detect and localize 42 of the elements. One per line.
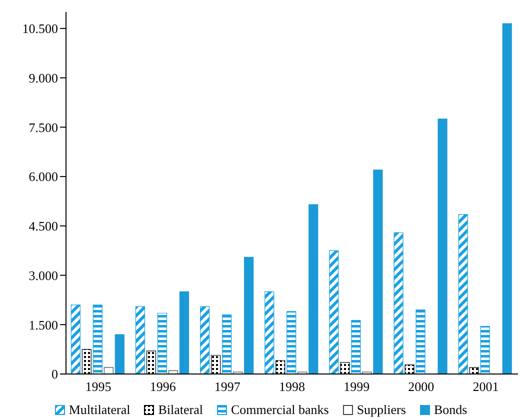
bar [222, 314, 232, 374]
bar [264, 291, 274, 374]
bar [329, 250, 339, 374]
bar [373, 170, 383, 374]
legend-label: Bilateral [158, 402, 203, 418]
bar [104, 367, 114, 374]
x-tick-label: 1995 [85, 379, 112, 394]
bar [70, 304, 80, 374]
bar [394, 232, 404, 374]
x-tick-label: 2001 [472, 379, 499, 394]
y-tick-label: 1.500 [28, 317, 58, 332]
bar [135, 306, 146, 374]
y-tick-label: 6.000 [28, 169, 58, 184]
y-tick-label: 9.000 [28, 70, 58, 86]
legend-label: Commercial banks [230, 402, 329, 418]
bar [179, 291, 190, 374]
bar [438, 118, 448, 374]
x-tick-label: 1997 [214, 379, 241, 394]
bar [416, 310, 426, 374]
y-tick-label: 0 [52, 366, 58, 382]
bar [92, 304, 102, 374]
x-tick-label: 2000 [408, 379, 434, 394]
bar [351, 320, 361, 374]
bar [244, 256, 254, 374]
x-tick-label: 1998 [279, 379, 305, 394]
legend-label: Bonds [434, 402, 468, 418]
x-tick-label: 1996 [150, 379, 176, 394]
bar [458, 214, 468, 374]
y-tick-label: 7.500 [28, 120, 58, 135]
y-tick-label: 4.500 [28, 218, 58, 234]
bar [308, 204, 318, 374]
bar [157, 312, 168, 374]
y-tick-label: 10.500 [22, 21, 58, 36]
bar [286, 311, 296, 374]
y-tick-label: 3.000 [28, 268, 58, 283]
bar [114, 334, 124, 374]
bar [502, 23, 512, 374]
bar [200, 306, 210, 374]
x-tick-label: 1999 [344, 379, 370, 394]
legend-label: Multilateral [68, 402, 130, 418]
legend-label: Suppliers [356, 402, 406, 418]
bar [480, 326, 490, 374]
